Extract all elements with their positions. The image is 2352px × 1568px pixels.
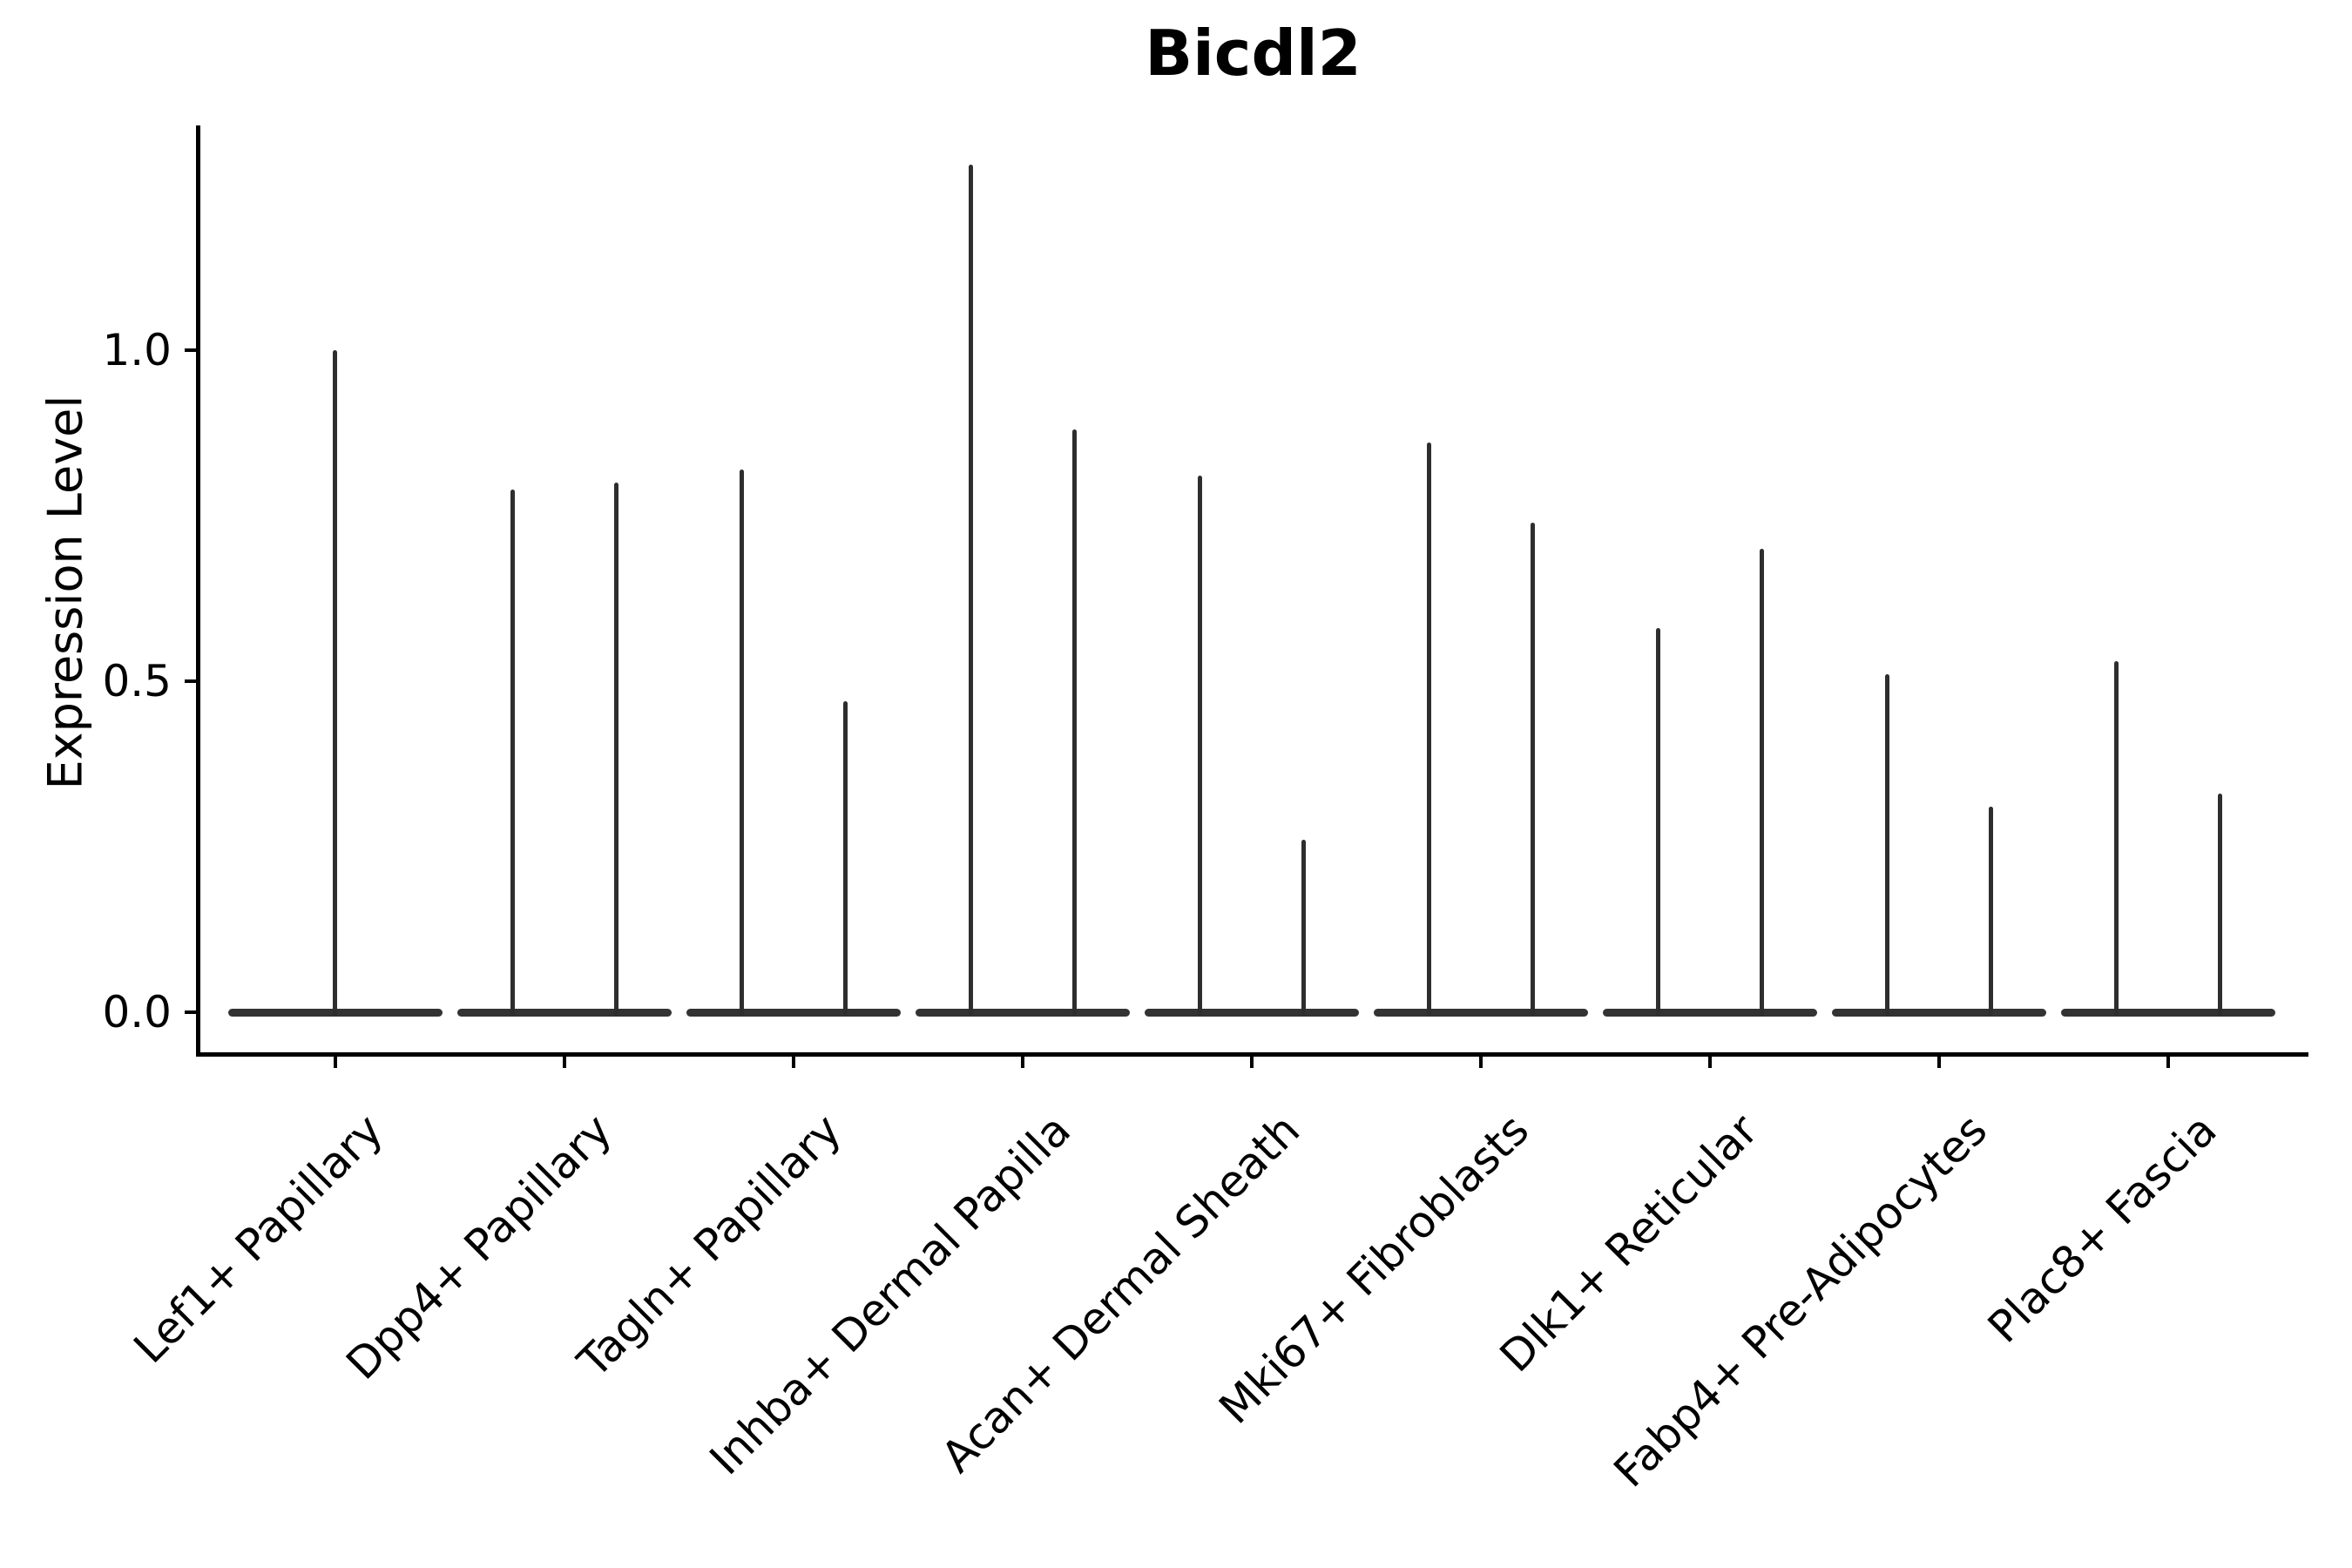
y-tick-label: 0.5 — [102, 656, 172, 706]
x-tick — [1020, 1057, 1024, 1068]
x-tick — [333, 1057, 337, 1068]
y-axis-spine — [196, 125, 200, 1057]
violin-spike — [1656, 628, 1661, 1017]
violin-base — [1603, 1008, 1818, 1017]
violin-spike — [2218, 794, 2223, 1017]
x-axis-spine — [196, 1052, 2308, 1057]
x-tick — [1708, 1057, 1713, 1068]
x-tick-label: Lef1+ Papillary — [124, 1105, 393, 1374]
violin-spike — [842, 700, 848, 1017]
violin-base — [1144, 1008, 1359, 1017]
violin-base — [1832, 1008, 2047, 1017]
violin-base — [686, 1008, 901, 1017]
violin-spike — [1885, 674, 1890, 1017]
violin-spike — [739, 469, 744, 1017]
y-axis-label: Expression Level — [37, 395, 93, 790]
x-tick — [1479, 1057, 1483, 1068]
violin-base — [456, 1008, 672, 1017]
y-tick — [185, 679, 196, 683]
chart-title: Bicdl2 — [1145, 17, 1362, 90]
violin-base — [2061, 1008, 2276, 1017]
violin-spike — [1989, 807, 1994, 1017]
y-tick-label: 1.0 — [102, 325, 172, 375]
violin-base — [915, 1008, 1130, 1017]
violin-spike — [2114, 661, 2119, 1017]
violin-spike — [1760, 549, 1765, 1017]
x-tick-label: Plac8+ Fascia — [1977, 1105, 2227, 1353]
x-tick — [2166, 1057, 2171, 1068]
y-tick — [185, 1010, 196, 1014]
x-tick-label: Fabp4+ Pre-Adipocytes — [1604, 1105, 1997, 1497]
violin-spike — [333, 350, 337, 1017]
violin-spike — [1071, 429, 1077, 1017]
violin-base — [1374, 1008, 1588, 1017]
x-tick — [791, 1057, 795, 1068]
violin-spike — [1531, 522, 1535, 1017]
y-tick — [185, 348, 196, 352]
x-tick — [562, 1057, 566, 1068]
violin-spike — [613, 483, 618, 1017]
violin-spike — [510, 489, 515, 1017]
violin-spike — [968, 165, 973, 1017]
y-tick-label: 0.0 — [102, 987, 172, 1037]
x-tick — [1937, 1057, 1942, 1068]
violin-spike — [1427, 443, 1431, 1017]
violin-spike — [1197, 476, 1202, 1017]
violin-spike — [1301, 840, 1306, 1017]
x-tick — [1249, 1057, 1254, 1068]
